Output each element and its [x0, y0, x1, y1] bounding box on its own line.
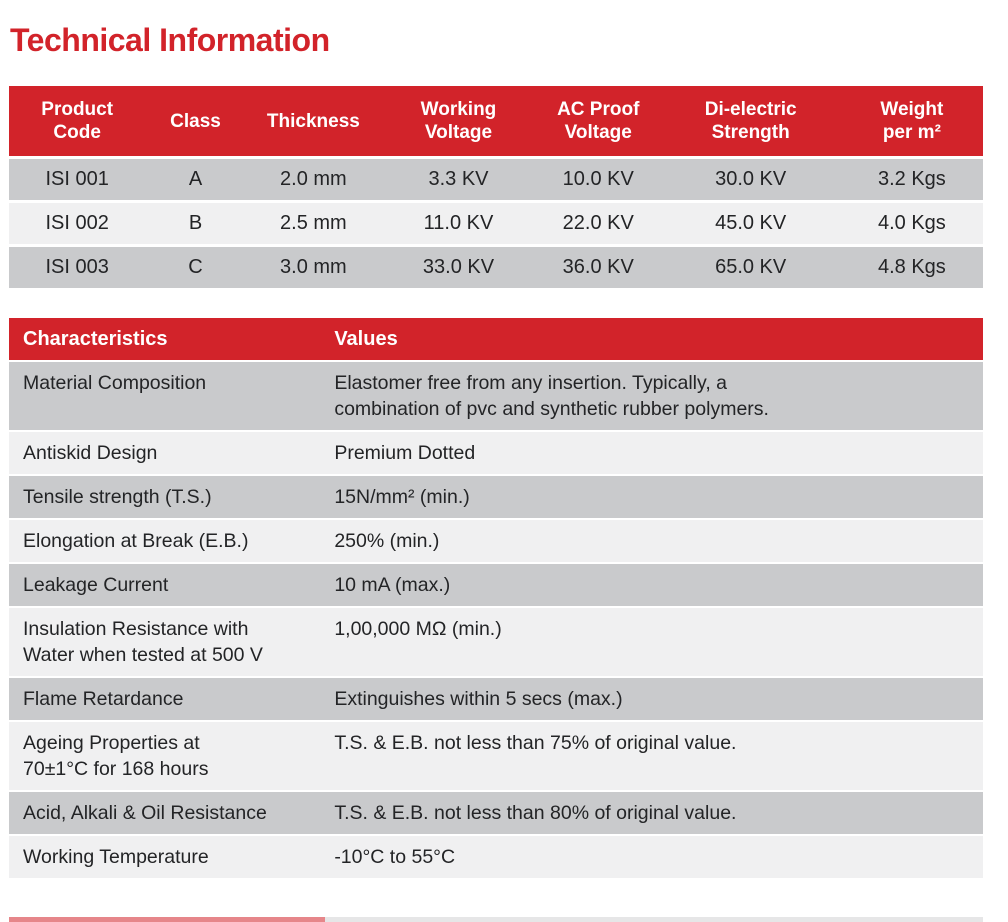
values-header: Values	[334, 328, 398, 350]
spec-table-row-isi-001: ISI 001 A 2.0 mm 3.3 KV 10.0 KV 30.0 KV …	[9, 159, 983, 200]
char-value: -10°C to 55°C	[334, 846, 456, 868]
char-row-tensile-strength: Tensile strength (T.S.) 15N/mm² (min.)	[9, 476, 983, 518]
char-row-acid-alkali-oil-resistance: Acid, Alkali & Oil Resistance T.S. & E.B…	[9, 792, 983, 834]
spec-header-working-voltage: Working Voltage	[420, 99, 497, 143]
char-row-flame-retardance: Flame Retardance Extinguishes within 5 s…	[9, 678, 983, 720]
char-label: Insulation Resistance with Water when te…	[23, 618, 263, 666]
char-label: Working Temperature	[23, 846, 209, 868]
spec-cell-dielectric-strength: 45.0 KV	[715, 212, 787, 234]
char-value: Premium Dotted	[334, 442, 476, 464]
char-label: Antiskid Design	[23, 442, 158, 464]
spec-cell-dielectric-strength: 65.0 KV	[715, 256, 787, 278]
product-spec-table: Product Code Class Thickness Working Vol…	[9, 86, 983, 288]
spec-cell-thickness: 2.0 mm	[280, 168, 347, 190]
char-label: Flame Retardance	[23, 688, 184, 710]
char-value: T.S. & E.B. not less than 75% of origina…	[334, 732, 737, 754]
spec-cell-class: C	[188, 256, 203, 278]
char-row-leakage-current: Leakage Current 10 mA (max.)	[9, 564, 983, 606]
characteristics-header-row: Characteristics Values	[9, 318, 983, 360]
spec-header-thickness: Thickness	[266, 110, 360, 132]
char-row-ageing-properties: Ageing Properties at 70±1°C for 168 hour…	[9, 722, 983, 790]
char-label: Material Composition	[23, 372, 207, 394]
spec-header-class: Class	[170, 110, 221, 132]
char-label: Ageing Properties at 70±1°C for 168 hour…	[23, 732, 209, 780]
spec-cell-product-code: ISI 003	[45, 256, 109, 278]
spec-cell-weight: 4.8 Kgs	[877, 256, 946, 278]
next-section-header-gray	[325, 917, 983, 922]
spec-cell-working-voltage: 11.0 KV	[423, 212, 494, 234]
char-value: 10 mA (max.)	[334, 574, 451, 596]
spec-header-ac-proof-voltage: AC Proof Voltage	[557, 99, 640, 143]
spec-cell-dielectric-strength: 30.0 KV	[715, 168, 787, 190]
spec-cell-class: A	[188, 168, 203, 190]
spec-header-weight: Weight per m²	[880, 99, 944, 143]
characteristics-table: Characteristics Values Material Composit…	[9, 318, 983, 878]
char-row-elongation-at-break: Elongation at Break (E.B.) 250% (min.)	[9, 520, 983, 562]
next-section-header-red	[9, 917, 325, 922]
char-row-working-temperature: Working Temperature -10°C to 55°C	[9, 836, 983, 878]
spec-header-dielectric-strength: Di-electric Strength	[704, 99, 797, 143]
char-value: 250% (min.)	[334, 530, 440, 552]
spec-cell-weight: 4.0 Kgs	[877, 212, 946, 234]
spec-cell-thickness: 2.5 mm	[280, 212, 347, 234]
spec-cell-weight: 3.2 Kgs	[877, 168, 946, 190]
char-label: Tensile strength (T.S.)	[23, 486, 212, 508]
spec-cell-product-code: ISI 002	[45, 212, 109, 234]
char-label: Elongation at Break (E.B.)	[23, 530, 249, 552]
spec-cell-ac-proof-voltage: 10.0 KV	[562, 168, 634, 190]
spec-table-row-isi-003: ISI 003 C 3.0 mm 33.0 KV 36.0 KV 65.0 KV…	[9, 247, 983, 288]
next-section-peek	[9, 917, 983, 922]
char-value: 1,00,000 MΩ (min.)	[334, 618, 502, 640]
spec-cell-class: B	[188, 212, 203, 234]
char-row-antiskid-design: Antiskid Design Premium Dotted	[9, 432, 983, 474]
spec-cell-ac-proof-voltage: 36.0 KV	[562, 256, 634, 278]
char-row-insulation-resistance: Insulation Resistance with Water when te…	[9, 608, 983, 676]
spec-table-header-row: Product Code Class Thickness Working Vol…	[9, 86, 983, 156]
char-value: T.S. & E.B. not less than 80% of origina…	[334, 802, 737, 824]
char-label: Acid, Alkali & Oil Resistance	[23, 802, 267, 824]
page-title: Technical Information	[10, 22, 330, 58]
spec-header-product-code: Product Code	[41, 99, 114, 143]
spec-cell-ac-proof-voltage: 22.0 KV	[562, 212, 634, 234]
char-value: 15N/mm² (min.)	[334, 486, 470, 508]
characteristics-header: Characteristics	[23, 328, 168, 350]
char-row-material-composition: Material Composition Elastomer free from…	[9, 362, 983, 430]
spec-cell-thickness: 3.0 mm	[280, 256, 347, 278]
spec-table-row-isi-002: ISI 002 B 2.5 mm 11.0 KV 22.0 KV 45.0 KV…	[9, 203, 983, 244]
spec-cell-working-voltage: 33.0 KV	[422, 256, 495, 278]
char-label: Leakage Current	[23, 574, 169, 596]
char-value: Extinguishes within 5 secs (max.)	[334, 688, 623, 710]
spec-cell-product-code: ISI 001	[45, 168, 109, 190]
char-value: Elastomer free from any insertion. Typic…	[334, 372, 769, 420]
spec-cell-working-voltage: 3.3 KV	[428, 168, 489, 190]
